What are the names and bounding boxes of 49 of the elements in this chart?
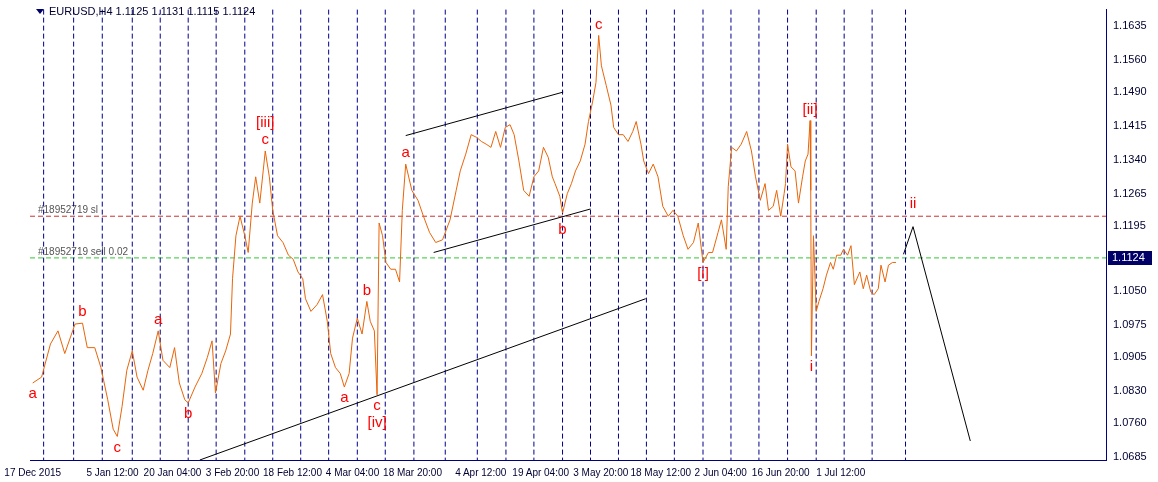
y-tick-label: 1.0905 xyxy=(1113,350,1147,363)
y-tick-label: 1.1265 xyxy=(1113,187,1147,200)
y-tick-label: 1.1195 xyxy=(1113,218,1146,231)
annotation: [i] xyxy=(697,263,709,281)
y-tick-label: 1.1635 xyxy=(1113,19,1147,32)
x-tick-label: 17 Dec 2015 xyxy=(4,466,62,478)
annotation: [iii] xyxy=(256,113,275,131)
x-tick-label: 5 Jan 12:00 xyxy=(86,466,140,478)
y-tick-label: 1.1050 xyxy=(1113,284,1147,297)
annotation: a xyxy=(401,143,411,161)
annotation: [ii] xyxy=(802,99,818,117)
y-tick-label: 1.0830 xyxy=(1113,384,1147,397)
x-tick-label: 2 Jun 04:00 xyxy=(694,466,748,478)
x-tick-label: 19 Apr 04:00 xyxy=(512,466,570,478)
x-tick-label: 4 Mar 04:00 xyxy=(325,466,380,478)
x-tick-label: 16 Jun 20:00 xyxy=(751,466,811,478)
x-tick-label: 18 Mar 20:00 xyxy=(383,466,443,478)
annotation: c xyxy=(113,437,122,455)
ref-line-label: #18952719 sl xyxy=(38,203,99,215)
annotation: a xyxy=(154,310,164,327)
annotation: i xyxy=(809,356,814,374)
x-tick-label: 1 Jul 12:00 xyxy=(816,466,866,478)
x-tick-label: 20 Jan 04:00 xyxy=(143,466,202,478)
y-tick-label: 1.1490 xyxy=(1113,85,1147,98)
annotation: b xyxy=(558,220,567,238)
x-tick-label: 4 Apr 12:00 xyxy=(455,466,507,478)
annotation: [iv] xyxy=(367,412,387,430)
annotation: c xyxy=(373,395,382,413)
y-tick-label: 1.0975 xyxy=(1113,318,1147,331)
x-tick-label: 3 May 20:00 xyxy=(573,466,629,478)
annotation: a xyxy=(28,384,38,402)
y-tick-label: 1.1415 xyxy=(1113,119,1147,132)
annotation: ii xyxy=(909,193,917,211)
y-tick-label: 1.1340 xyxy=(1113,153,1147,166)
annotation: c xyxy=(261,130,270,148)
x-tick-label: 18 May 12:00 xyxy=(630,466,692,478)
ref-line-label: #18952719 sell 0.02 xyxy=(38,245,129,257)
x-tick-label: 3 Feb 20:00 xyxy=(205,466,260,478)
y-tick-label: 1.1560 xyxy=(1113,53,1147,66)
y-tick-label: 1.0685 xyxy=(1113,449,1147,462)
y-tick-label: 1.0760 xyxy=(1113,415,1147,428)
annotation: a xyxy=(340,388,350,406)
annotation: b xyxy=(362,280,372,298)
x-tick-label: 18 Feb 12:00 xyxy=(263,466,323,478)
chart-title: EURUSD,H4 1.1125 1.1131 1.1115 1.1124 xyxy=(49,5,256,17)
annotation: c xyxy=(594,14,603,32)
annotation: b xyxy=(184,404,193,422)
y-tick-label: 1.1124 xyxy=(1112,251,1145,264)
annotation: b xyxy=(78,302,87,320)
